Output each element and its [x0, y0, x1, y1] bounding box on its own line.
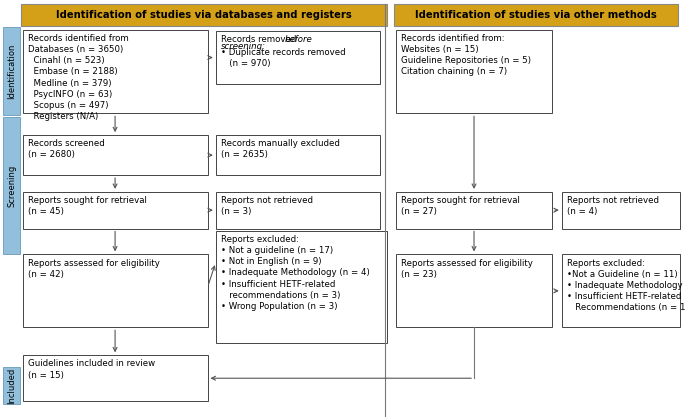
Text: Records screened
(n = 2680): Records screened (n = 2680) [28, 139, 105, 159]
Text: Records manually excluded
(n = 2635): Records manually excluded (n = 2635) [221, 139, 340, 159]
Text: Identification of studies via databases and registers: Identification of studies via databases … [56, 10, 351, 20]
FancyBboxPatch shape [562, 254, 680, 327]
Text: Reports assessed for eligibility
(n = 23): Reports assessed for eligibility (n = 23… [401, 259, 534, 279]
Text: Screening: Screening [7, 164, 16, 207]
Text: Reports sought for retrieval
(n = 27): Reports sought for retrieval (n = 27) [401, 196, 521, 216]
FancyBboxPatch shape [3, 117, 20, 254]
FancyBboxPatch shape [216, 31, 380, 84]
Text: Included: Included [7, 368, 16, 404]
FancyBboxPatch shape [21, 4, 387, 26]
FancyBboxPatch shape [23, 254, 208, 327]
Text: • Duplicate records removed
   (n = 970): • Duplicate records removed (n = 970) [221, 48, 346, 68]
FancyBboxPatch shape [562, 192, 680, 229]
FancyBboxPatch shape [396, 254, 552, 327]
FancyBboxPatch shape [216, 192, 380, 229]
FancyBboxPatch shape [3, 367, 20, 404]
FancyBboxPatch shape [396, 30, 552, 113]
FancyBboxPatch shape [23, 135, 208, 175]
Text: Records identified from
Databases (n = 3650)
  Cinahl (n = 523)
  Embase (n = 21: Records identified from Databases (n = 3… [28, 34, 129, 121]
Text: Identification: Identification [7, 43, 16, 98]
Text: screening:: screening: [221, 42, 266, 51]
Text: Reports excluded:
• Not a guideline (n = 17)
• Not in English (n = 9)
• Inadequa: Reports excluded: • Not a guideline (n =… [221, 235, 370, 311]
Text: Records removed: Records removed [221, 35, 299, 44]
FancyBboxPatch shape [216, 135, 380, 175]
Text: Reports sought for retrieval
(n = 45): Reports sought for retrieval (n = 45) [28, 196, 147, 216]
FancyBboxPatch shape [396, 192, 552, 229]
Text: Records identified from:
Websites (n = 15)
Guideline Repositories (n = 5)
Citati: Records identified from: Websites (n = 1… [401, 34, 532, 76]
Text: Identification of studies via other methods: Identification of studies via other meth… [415, 10, 657, 20]
FancyBboxPatch shape [23, 30, 208, 113]
Text: before: before [284, 35, 312, 44]
Text: Reports assessed for eligibility
(n = 42): Reports assessed for eligibility (n = 42… [28, 259, 160, 279]
Text: Reports not retrieved
(n = 3): Reports not retrieved (n = 3) [221, 196, 313, 216]
FancyBboxPatch shape [23, 192, 208, 229]
FancyBboxPatch shape [216, 231, 387, 343]
Text: Reports excluded:
•Not a Guideline (n = 11)
• Inadequate Methodology (n = 2)
• I: Reports excluded: •Not a Guideline (n = … [567, 259, 685, 312]
FancyBboxPatch shape [23, 355, 208, 401]
FancyBboxPatch shape [3, 27, 20, 115]
FancyBboxPatch shape [394, 4, 678, 26]
Text: Guidelines included in review
(n = 15): Guidelines included in review (n = 15) [28, 359, 155, 379]
Text: Reports not retrieved
(n = 4): Reports not retrieved (n = 4) [567, 196, 659, 216]
